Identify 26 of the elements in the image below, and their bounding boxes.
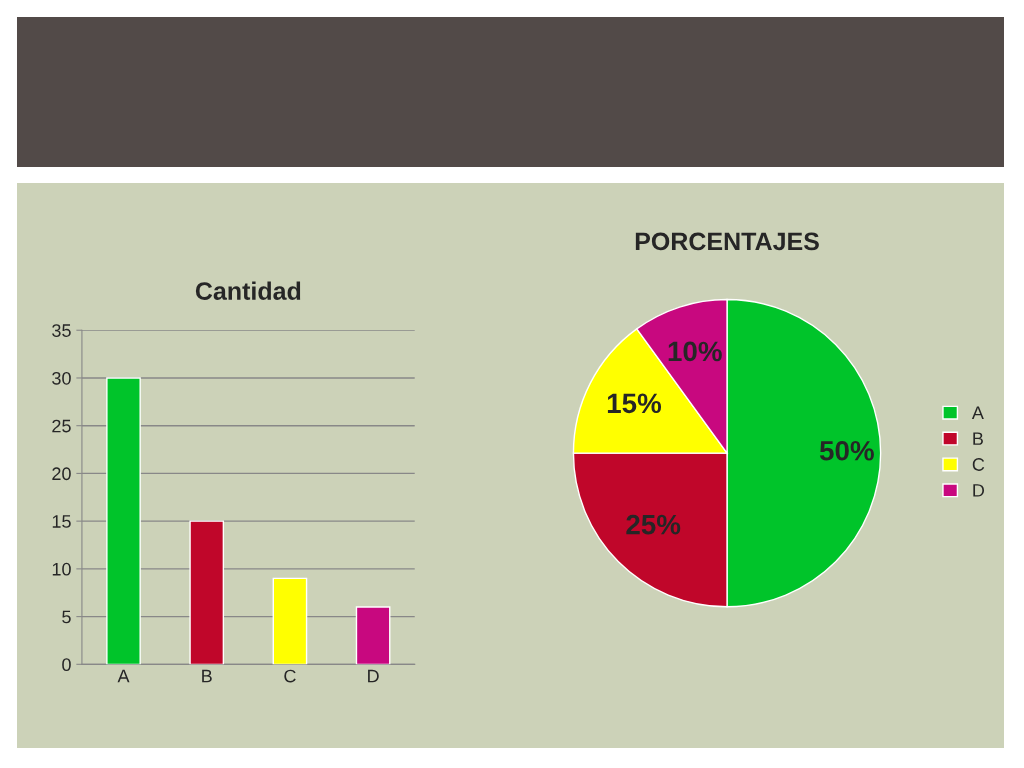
y-tick-label: 10 xyxy=(52,562,71,576)
y-tick-label: 25 xyxy=(52,419,71,433)
legend-label: A xyxy=(971,406,984,419)
legend-label: B xyxy=(973,432,983,445)
chart-title: PORCENTAJES xyxy=(635,232,819,251)
bar xyxy=(189,520,225,665)
data-label: 15% xyxy=(607,393,662,414)
data-label: 25% xyxy=(626,514,681,535)
data-label: 10% xyxy=(668,341,722,362)
y-tick-label: 30 xyxy=(52,371,71,385)
bar xyxy=(106,377,141,665)
x-tick-label: C xyxy=(284,669,296,683)
legend-label: D xyxy=(973,484,985,497)
y-tick-label: 15 xyxy=(52,515,71,528)
y-tick-label: 0 xyxy=(62,658,71,672)
chart-title: Cantidad xyxy=(195,281,301,300)
x-tick-label: B xyxy=(202,669,212,683)
bar xyxy=(355,606,391,665)
y-tick-label: 35 xyxy=(52,324,71,337)
x-tick-label: A xyxy=(117,669,130,683)
x-tick-label: D xyxy=(368,669,379,683)
y-tick-label: 20 xyxy=(52,467,71,481)
bar xyxy=(272,577,308,665)
data-label: 50% xyxy=(819,440,874,461)
legend-label: C xyxy=(972,458,985,471)
y-tick-label: 5 xyxy=(62,610,71,624)
